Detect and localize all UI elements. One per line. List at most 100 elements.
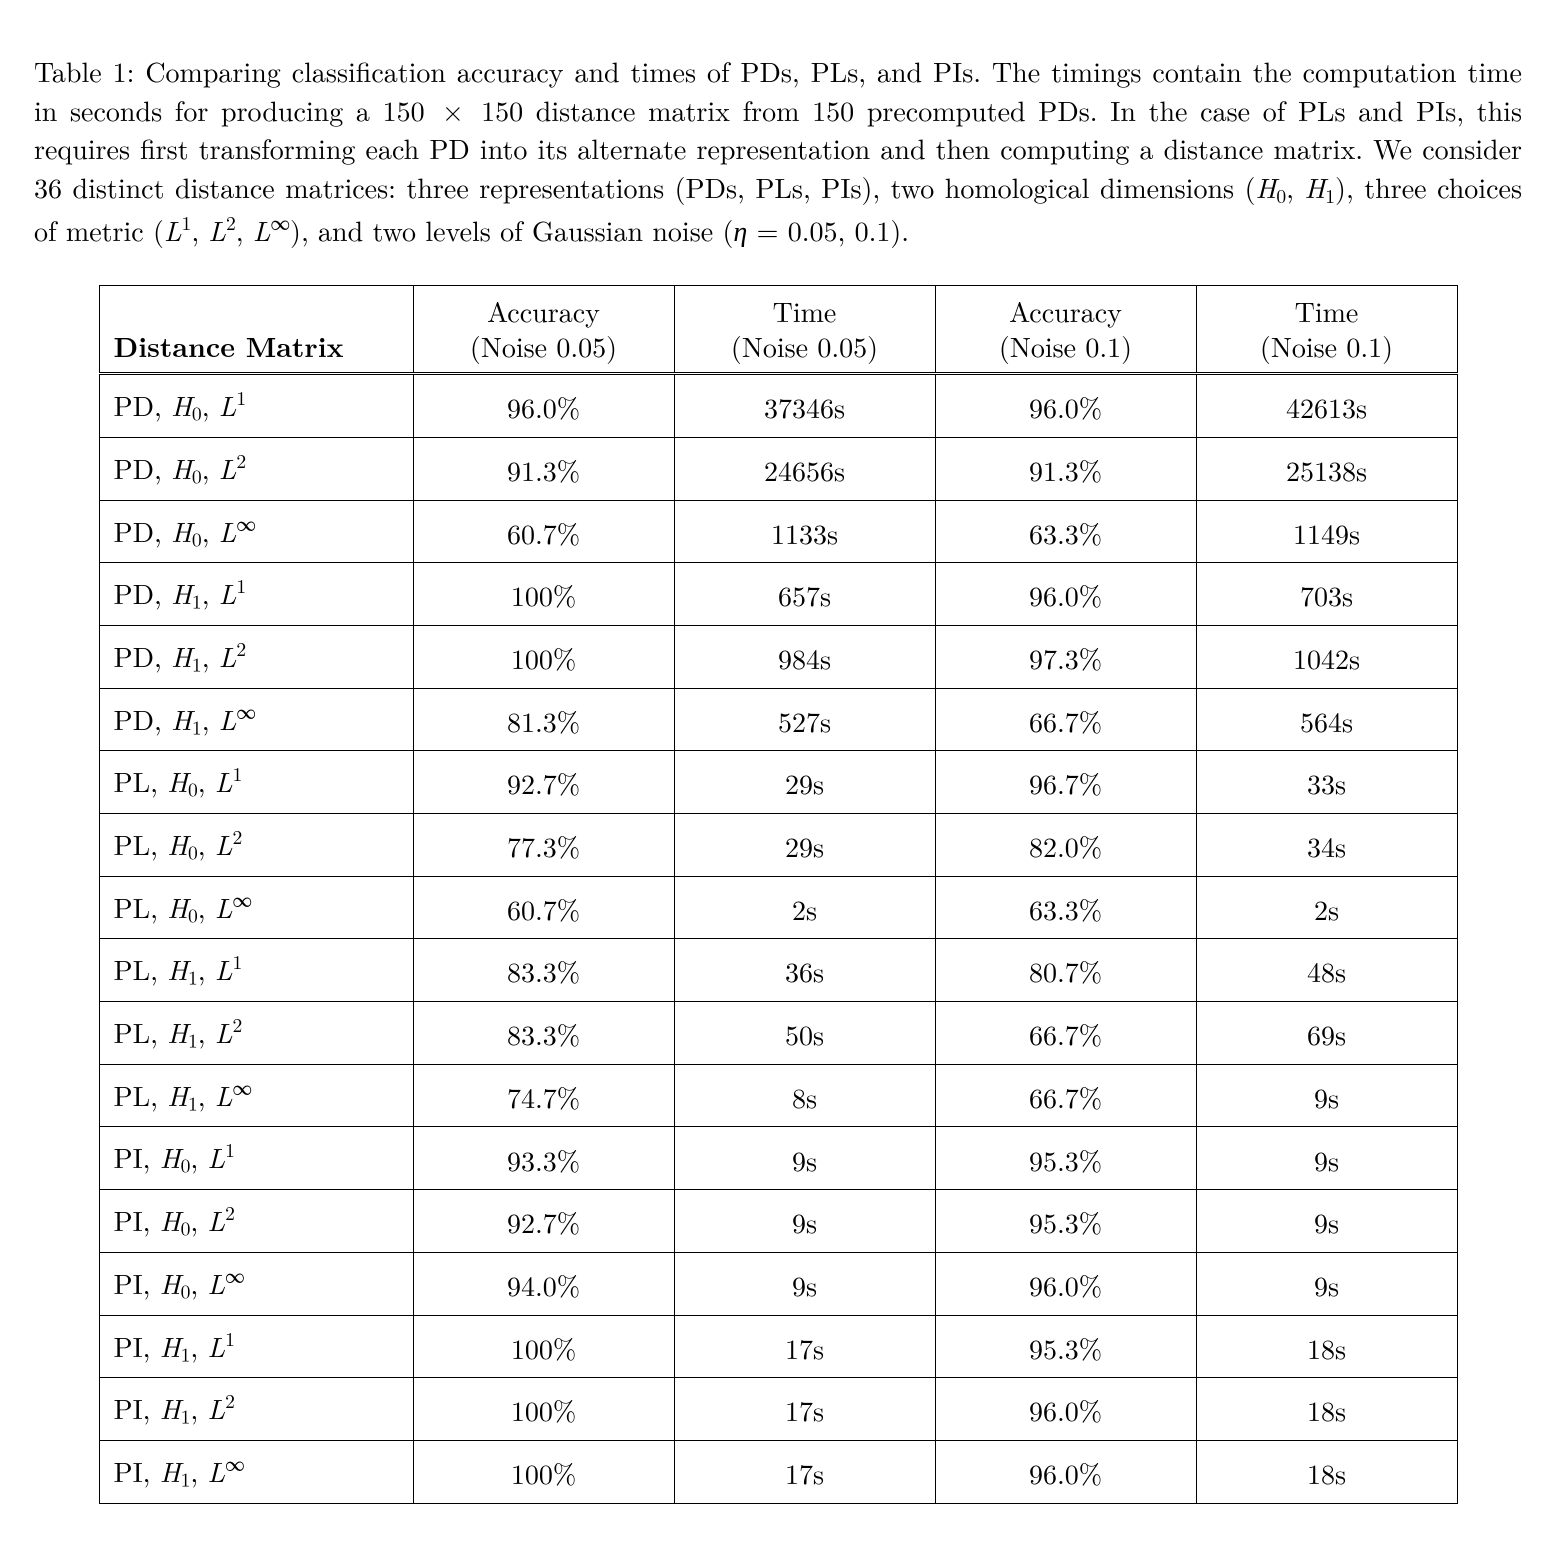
cell-distance-matrix: PL, H0, L∞ bbox=[99, 876, 413, 939]
cell-accuracy-005: 100% bbox=[413, 1315, 674, 1378]
table-row: PL, H0, L277.3%29s82.0%34s bbox=[99, 814, 1457, 877]
table-row: PD, H1, L1100%657s96.0%703s bbox=[99, 563, 1457, 626]
cell-accuracy-01: 96.7% bbox=[935, 751, 1196, 814]
cell-time-01: 69s bbox=[1196, 1002, 1457, 1065]
cell-accuracy-005: 74.7% bbox=[413, 1064, 674, 1127]
cell-time-005: 24656s bbox=[674, 437, 935, 500]
cell-accuracy-01: 66.7% bbox=[935, 1064, 1196, 1127]
cell-accuracy-005: 93.3% bbox=[413, 1127, 674, 1190]
cell-accuracy-01: 97.3% bbox=[935, 625, 1196, 688]
cell-distance-matrix: PL, H1, L2 bbox=[99, 1002, 413, 1065]
cell-distance-matrix: PD, H0, L1 bbox=[99, 374, 413, 438]
cell-distance-matrix: PD, H1, L1 bbox=[99, 563, 413, 626]
cell-accuracy-005: 100% bbox=[413, 563, 674, 626]
cell-accuracy-005: 83.3% bbox=[413, 939, 674, 1002]
cell-time-005: 9s bbox=[674, 1127, 935, 1190]
cell-distance-matrix: PL, H0, L1 bbox=[99, 751, 413, 814]
col-header-time-005: Time (Noise 0.05) bbox=[674, 286, 935, 374]
cell-distance-matrix: PI, H0, L1 bbox=[99, 1127, 413, 1190]
cell-time-01: 9s bbox=[1196, 1127, 1457, 1190]
cell-accuracy-01: 63.3% bbox=[935, 500, 1196, 563]
table-head: Distance Matrix Accuracy (Noise 0.05) Ti… bbox=[99, 286, 1457, 374]
cell-time-01: 42613s bbox=[1196, 374, 1457, 438]
cell-accuracy-01: 95.3% bbox=[935, 1127, 1196, 1190]
cell-time-005: 29s bbox=[674, 814, 935, 877]
cell-time-005: 527s bbox=[674, 688, 935, 751]
cell-accuracy-01: 96.0% bbox=[935, 1440, 1196, 1503]
table-row: PD, H0, L∞60.7%1133s63.3%1149s bbox=[99, 500, 1457, 563]
cell-time-01: 25138s bbox=[1196, 437, 1457, 500]
cell-accuracy-01: 96.0% bbox=[935, 374, 1196, 438]
cell-distance-matrix: PL, H0, L2 bbox=[99, 814, 413, 877]
cell-accuracy-005: 81.3% bbox=[413, 688, 674, 751]
cell-accuracy-005: 100% bbox=[413, 1378, 674, 1441]
table-row: PI, H1, L2100%17s96.0%18s bbox=[99, 1378, 1457, 1441]
cell-accuracy-01: 66.7% bbox=[935, 688, 1196, 751]
cell-time-005: 17s bbox=[674, 1378, 935, 1441]
cell-accuracy-005: 96.0% bbox=[413, 374, 674, 438]
cell-accuracy-01: 96.0% bbox=[935, 563, 1196, 626]
cell-time-01: 48s bbox=[1196, 939, 1457, 1002]
cell-accuracy-005: 91.3% bbox=[413, 437, 674, 500]
cell-accuracy-01: 95.3% bbox=[935, 1315, 1196, 1378]
cell-time-01: 34s bbox=[1196, 814, 1457, 877]
cell-accuracy-005: 92.7% bbox=[413, 751, 674, 814]
cell-accuracy-01: 95.3% bbox=[935, 1190, 1196, 1253]
cell-accuracy-005: 60.7% bbox=[413, 876, 674, 939]
cell-accuracy-01: 63.3% bbox=[935, 876, 1196, 939]
table-row: PI, H0, L193.3%9s95.3%9s bbox=[99, 1127, 1457, 1190]
table-body: PD, H0, L196.0%37346s96.0%42613sPD, H0, … bbox=[99, 374, 1457, 1503]
cell-accuracy-005: 94.0% bbox=[413, 1252, 674, 1315]
cell-accuracy-01: 80.7% bbox=[935, 939, 1196, 1002]
col-header-accuracy-005: Accuracy (Noise 0.05) bbox=[413, 286, 674, 374]
table-row: PL, H1, L283.3%50s66.7%69s bbox=[99, 1002, 1457, 1065]
cell-time-005: 1133s bbox=[674, 500, 935, 563]
cell-time-01: 1042s bbox=[1196, 625, 1457, 688]
cell-time-005: 984s bbox=[674, 625, 935, 688]
cell-accuracy-01: 96.0% bbox=[935, 1378, 1196, 1441]
table-row: PI, H0, L292.7%9s95.3%9s bbox=[99, 1190, 1457, 1253]
cell-accuracy-01: 82.0% bbox=[935, 814, 1196, 877]
cell-distance-matrix: PL, H1, L∞ bbox=[99, 1064, 413, 1127]
cell-time-005: 2s bbox=[674, 876, 935, 939]
cell-accuracy-005: 77.3% bbox=[413, 814, 674, 877]
cell-time-005: 8s bbox=[674, 1064, 935, 1127]
cell-accuracy-01: 66.7% bbox=[935, 1002, 1196, 1065]
cell-accuracy-005: 100% bbox=[413, 1440, 674, 1503]
cell-distance-matrix: PI, H1, L∞ bbox=[99, 1440, 413, 1503]
table-row: PI, H1, L∞100%17s96.0%18s bbox=[99, 1440, 1457, 1503]
caption-lead: Table 1: bbox=[34, 51, 134, 91]
cell-time-005: 9s bbox=[674, 1190, 935, 1253]
table-row: PD, H1, L∞81.3%527s66.7%564s bbox=[99, 688, 1457, 751]
table-caption: Table 1: Comparing classification accura… bbox=[34, 52, 1522, 249]
cell-time-005: 17s bbox=[674, 1315, 935, 1378]
table-row: PD, H1, L2100%984s97.3%1042s bbox=[99, 625, 1457, 688]
caption-body: Comparing classification accuracy and ti… bbox=[34, 51, 1522, 250]
cell-accuracy-005: 92.7% bbox=[413, 1190, 674, 1253]
cell-distance-matrix: PD, H1, L∞ bbox=[99, 688, 413, 751]
col-header-time-01: Time (Noise 0.1) bbox=[1196, 286, 1457, 374]
cell-time-005: 17s bbox=[674, 1440, 935, 1503]
table-row: PL, H0, L192.7%29s96.7%33s bbox=[99, 751, 1457, 814]
table-row: PL, H1, L∞74.7%8s66.7%9s bbox=[99, 1064, 1457, 1127]
cell-accuracy-01: 96.0% bbox=[935, 1252, 1196, 1315]
cell-accuracy-005: 100% bbox=[413, 625, 674, 688]
col-header-distance-matrix-label: Distance Matrix bbox=[114, 329, 399, 364]
table-row: PD, H0, L196.0%37346s96.0%42613s bbox=[99, 374, 1457, 438]
col-header-accuracy-01: Accuracy (Noise 0.1) bbox=[935, 286, 1196, 374]
cell-distance-matrix: PL, H1, L1 bbox=[99, 939, 413, 1002]
table-row: PI, H0, L∞94.0%9s96.0%9s bbox=[99, 1252, 1457, 1315]
cell-time-005: 657s bbox=[674, 563, 935, 626]
cell-time-01: 18s bbox=[1196, 1440, 1457, 1503]
cell-accuracy-005: 83.3% bbox=[413, 1002, 674, 1065]
cell-distance-matrix: PD, H1, L2 bbox=[99, 625, 413, 688]
cell-distance-matrix: PD, H0, L2 bbox=[99, 437, 413, 500]
cell-distance-matrix: PI, H1, L1 bbox=[99, 1315, 413, 1378]
cell-distance-matrix: PI, H0, L2 bbox=[99, 1190, 413, 1253]
cell-time-005: 50s bbox=[674, 1002, 935, 1065]
cell-time-01: 9s bbox=[1196, 1190, 1457, 1253]
cell-time-01: 9s bbox=[1196, 1064, 1457, 1127]
cell-accuracy-005: 60.7% bbox=[413, 500, 674, 563]
cell-time-01: 18s bbox=[1196, 1315, 1457, 1378]
table-row: PI, H1, L1100%17s95.3%18s bbox=[99, 1315, 1457, 1378]
